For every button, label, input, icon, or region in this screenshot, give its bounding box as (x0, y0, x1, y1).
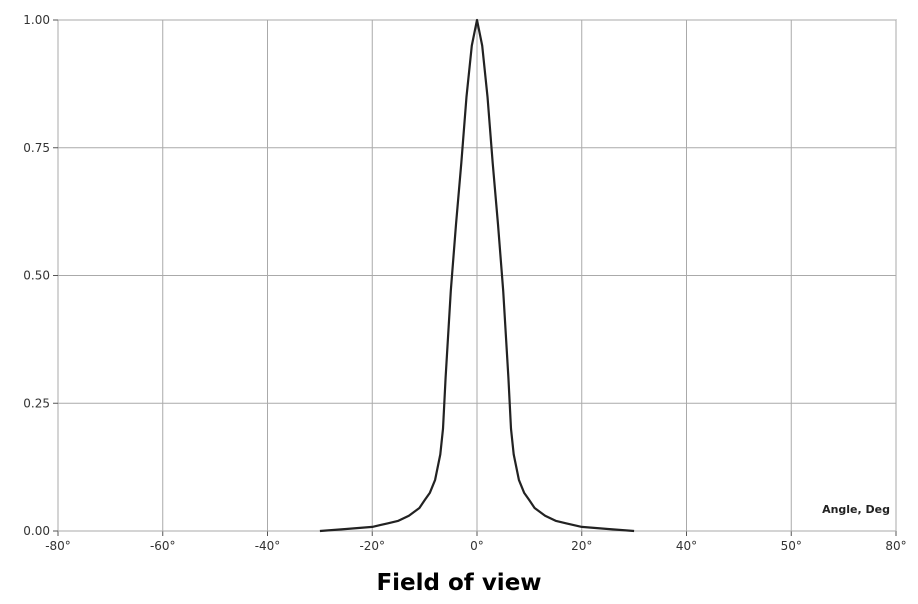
x-tick-label-5: 20° (571, 539, 592, 553)
x-tick-label-3: -20° (359, 539, 385, 553)
y-tick-label-3: 0.75 (23, 141, 50, 155)
y-tick-label-2: 0.50 (23, 269, 50, 283)
x-tick-label-6: 40° (676, 539, 697, 553)
series-layer (319, 18, 635, 533)
x-tick-label-2: -40° (255, 539, 281, 553)
x-tick-labels: -80° -60° -40° -20° 0° 20° 40° 50° 80° (45, 539, 906, 553)
x-tick-label-1: -60° (150, 539, 176, 553)
x-tick-label-7: 50° (781, 539, 802, 553)
x-tick-label-4: 0° (470, 539, 484, 553)
y-tick-labels: 0.00 0.25 0.50 0.75 1.00 (23, 13, 50, 538)
x-axis-label: Angle, Deg (822, 503, 890, 516)
x-tick-label-8: 80° (885, 539, 906, 553)
y-tick-label-0: 0.00 (23, 524, 50, 538)
y-tick-label-1: 0.25 (23, 396, 50, 410)
figure-caption: Field of view (376, 570, 542, 596)
x-tick-label-0: -80° (45, 539, 71, 553)
y-tick-label-4: 1.00 (23, 13, 50, 27)
series-line-0 (319, 18, 635, 533)
grid-lines (53, 19, 897, 536)
